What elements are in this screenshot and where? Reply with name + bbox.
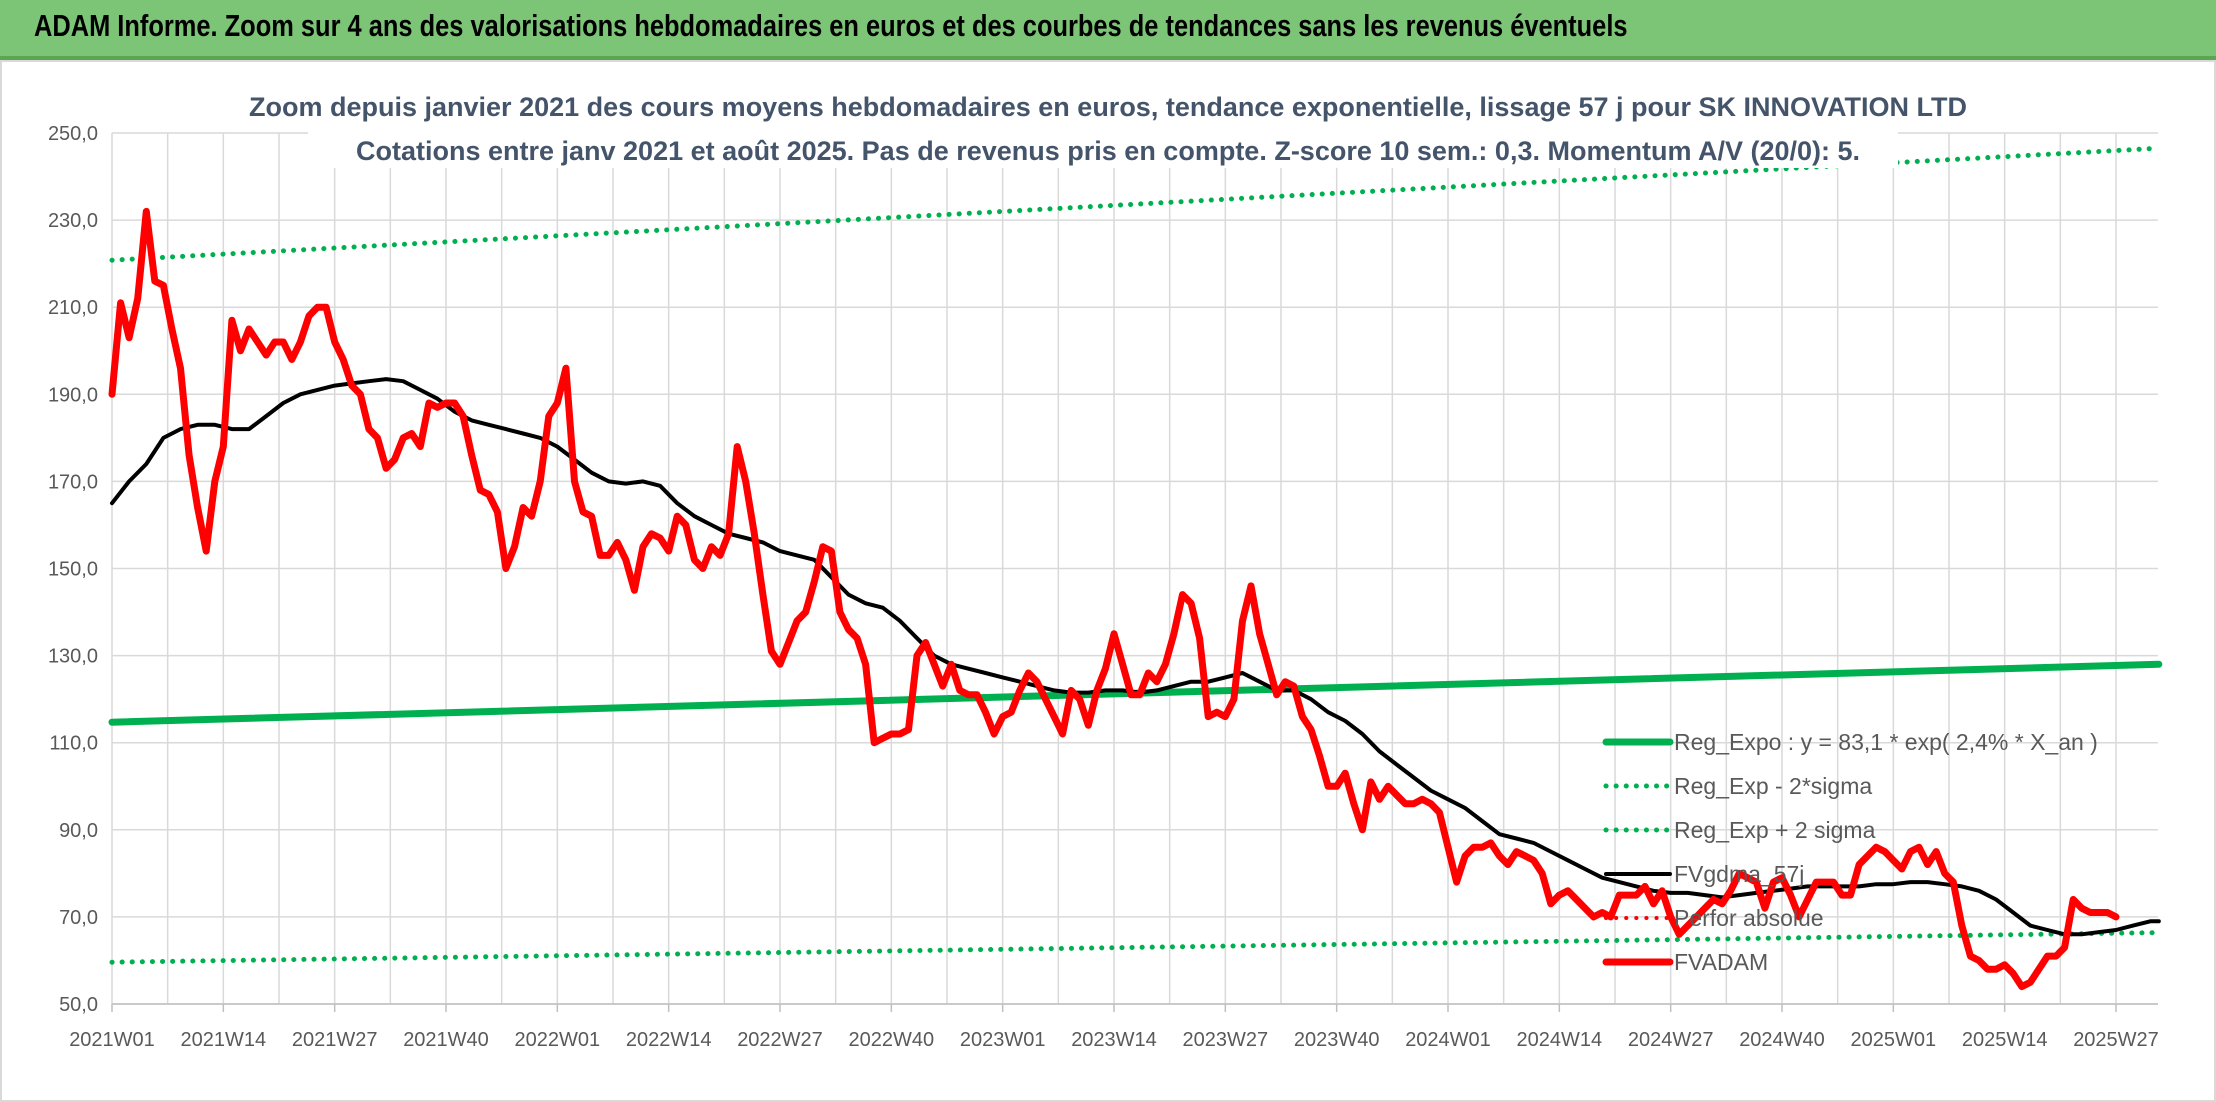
- y-tick-label: 210,0: [48, 297, 98, 319]
- axes: 250,0 230,0 210,0 190,0 170,0 150,0 130,0 110,0…: [48, 123, 2159, 1051]
- y-tick-label: 190,0: [48, 384, 98, 406]
- x-tick-label: 2024W14: [1517, 1029, 1603, 1051]
- series-line-1: [109, 930, 2162, 965]
- legend-label: FVADAM: [1674, 949, 1768, 975]
- chart-frame: [0, 60, 2216, 1102]
- x-tick-label: 2024W40: [1739, 1029, 1825, 1051]
- chart-subtitle: Cotations entre janv 2021 et août 2025. …: [356, 136, 1860, 166]
- y-tick-label: 250,0: [48, 123, 98, 145]
- x-tick-label: 2024W01: [1405, 1029, 1491, 1051]
- x-tick-label: 2024W27: [1628, 1029, 1714, 1051]
- x-tick-label: 2023W01: [960, 1029, 1046, 1051]
- x-tick-label: 2022W27: [737, 1029, 823, 1051]
- subtitle-background: [308, 84, 1898, 168]
- gridlines: [111, 132, 2158, 1005]
- y-tick-label: 230,0: [48, 210, 98, 232]
- series-line-3: [110, 377, 2161, 937]
- x-tick-label: 2021W40: [403, 1029, 489, 1051]
- y-tick-label: 170,0: [48, 471, 98, 493]
- series-line-5: [108, 207, 2120, 991]
- x-tick-label: 2022W40: [849, 1029, 935, 1051]
- x-tick-label: 2022W01: [515, 1029, 601, 1051]
- x-tick-label: 2021W01: [69, 1029, 155, 1051]
- x-tick-label: 2022W14: [626, 1029, 712, 1051]
- x-tick-label: 2025W14: [1962, 1029, 2048, 1051]
- x-tick-label: 2023W14: [1071, 1029, 1157, 1051]
- x-tick-label: 2025W27: [2073, 1029, 2159, 1051]
- legend: Reg_Expo : y = 83,1 * exp( 2,4% * X_an )…: [1602, 729, 2098, 975]
- x-tick-label: 2025W01: [1851, 1029, 1937, 1051]
- y-tick-label: 90,0: [59, 820, 98, 842]
- y-tick-label: 50,0: [59, 994, 98, 1016]
- banner-title: ADAM Informe. Zoom sur 4 ans des valoris…: [34, 8, 1628, 43]
- legend-label: Reg_Expo : y = 83,1 * exp( 2,4% * X_an ): [1674, 729, 2098, 755]
- chart-title: Zoom depuis janvier 2021 des cours moyen…: [249, 92, 1967, 122]
- series-lines: [108, 145, 2163, 991]
- y-tick-label: 110,0: [49, 733, 98, 755]
- y-tick-label: 70,0: [59, 907, 98, 929]
- y-tick-label: 150,0: [48, 559, 98, 581]
- x-tick-label: 2023W40: [1294, 1029, 1380, 1051]
- y-tick-label: 130,0: [48, 646, 98, 668]
- title-banner: ADAM Informe. Zoom sur 4 ans des valoris…: [0, 0, 2216, 60]
- x-tick-label: 2023W27: [1183, 1029, 1269, 1051]
- x-tick-label: 2021W14: [181, 1029, 267, 1051]
- x-tick-label: 2021W27: [292, 1029, 378, 1051]
- legend-label: Perfor absolue: [1674, 905, 1824, 931]
- legend-label: Reg_Exp + 2 sigma: [1674, 817, 1876, 843]
- legend-label: FVgdma_57j: [1674, 861, 1804, 887]
- legend-label: Reg_Exp - 2*sigma: [1674, 773, 1872, 799]
